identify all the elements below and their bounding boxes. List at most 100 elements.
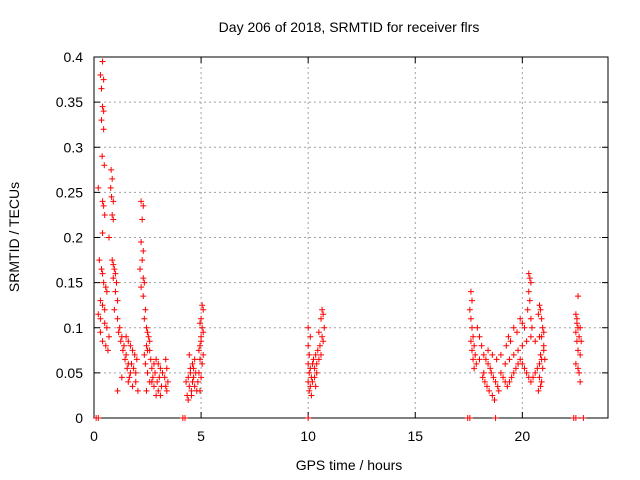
data-point (573, 315, 580, 322)
data-point (575, 365, 582, 372)
data-point (110, 261, 117, 268)
data-point (473, 360, 480, 367)
data-point (513, 329, 520, 336)
y-tick-label: 0.4 (64, 49, 84, 65)
data-point (572, 329, 579, 336)
data-point (99, 103, 106, 110)
data-point (132, 378, 139, 385)
x-tick-label: 20 (515, 428, 531, 444)
data-point (199, 324, 206, 331)
data-point (164, 378, 171, 385)
data-point (306, 351, 313, 358)
data-point (312, 383, 319, 390)
data-point (145, 333, 152, 340)
data-point (141, 315, 148, 322)
data-point (101, 320, 108, 327)
data-point (479, 374, 486, 381)
data-point (526, 275, 533, 282)
data-point (541, 356, 548, 363)
data-point (492, 378, 499, 385)
x-tick-label: 10 (300, 428, 316, 444)
data-point (512, 365, 519, 372)
data-point (483, 383, 490, 390)
data-point (139, 216, 146, 223)
data-point (308, 392, 315, 399)
data-point (197, 356, 204, 363)
data-point (105, 333, 112, 340)
data-point (510, 324, 517, 331)
data-point (540, 347, 547, 354)
data-point (320, 311, 327, 318)
data-point (305, 342, 312, 349)
data-point (162, 383, 169, 390)
data-point (523, 369, 530, 376)
data-point (185, 396, 192, 403)
data-point (197, 387, 204, 394)
data-point (95, 184, 102, 191)
data-point (105, 234, 112, 241)
data-point (128, 360, 135, 367)
data-point (306, 369, 313, 376)
data-point (199, 360, 206, 367)
data-point (469, 297, 476, 304)
data-point (485, 360, 492, 367)
data-point (309, 378, 316, 385)
data-point (191, 383, 198, 390)
data-point (110, 216, 117, 223)
data-point (99, 338, 106, 345)
data-point (189, 378, 196, 385)
y-tick-label: 0.35 (56, 94, 83, 110)
data-point (155, 387, 162, 394)
x-tick-label: 5 (197, 428, 205, 444)
data-point (485, 347, 492, 354)
data-point (466, 306, 473, 313)
data-point (471, 365, 478, 372)
data-point (467, 315, 474, 322)
data-point (320, 338, 327, 345)
data-point (95, 415, 102, 421)
data-point (527, 333, 534, 340)
data-point (307, 333, 314, 340)
data-point (118, 374, 125, 381)
data-point (129, 347, 136, 354)
data-point (508, 374, 515, 381)
data-point (150, 383, 157, 390)
data-point (493, 356, 500, 363)
data-point (141, 351, 148, 358)
data-point (503, 342, 510, 349)
data-point (476, 356, 483, 363)
data-point (504, 383, 511, 390)
data-point (110, 198, 117, 205)
data-point (111, 266, 118, 273)
data-point (163, 365, 170, 372)
data-point (482, 356, 489, 363)
data-point (572, 311, 579, 318)
data-point (525, 288, 532, 295)
data-point (103, 288, 110, 295)
data-point (186, 351, 193, 358)
data-point (476, 333, 483, 340)
data-point (162, 356, 169, 363)
data-point (469, 324, 476, 331)
data-point (113, 279, 120, 286)
data-point (109, 175, 116, 182)
data-point (536, 360, 543, 367)
data-point (100, 126, 107, 133)
data-point (532, 338, 539, 345)
data-point (140, 202, 147, 209)
data-point (147, 356, 154, 363)
data-point (156, 374, 163, 381)
data-point (310, 356, 317, 363)
data-point (125, 338, 132, 345)
data-point (163, 387, 170, 394)
data-point (152, 369, 159, 376)
data-point (500, 374, 507, 381)
data-point (537, 306, 544, 313)
data-point (108, 166, 115, 173)
data-point (313, 369, 320, 376)
data-point (198, 374, 205, 381)
data-point (576, 333, 583, 340)
data-point (525, 270, 532, 277)
data-point (140, 293, 147, 300)
data-point (100, 108, 107, 115)
